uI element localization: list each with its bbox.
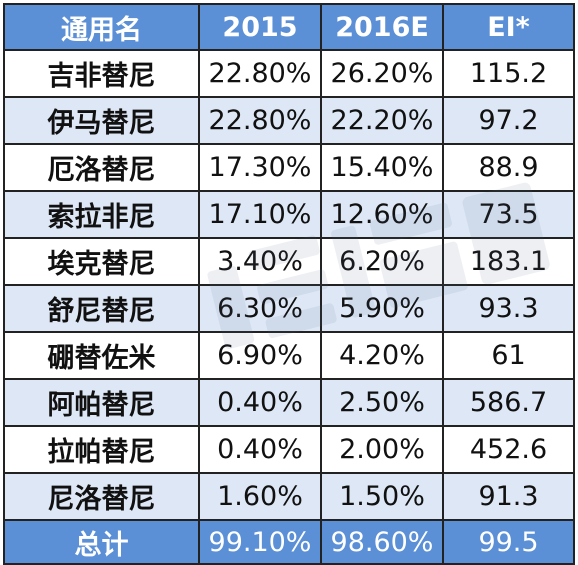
header-2015: 2015	[198, 3, 322, 51]
share-2015-cell: 17.30%	[198, 143, 322, 192]
drug-name-cell: 舒尼替尼	[3, 284, 200, 333]
drug-name-cell: 索拉非尼	[3, 190, 200, 239]
header-2016e: 2016E	[320, 3, 444, 51]
drug-name-cell: 硼替佐米	[3, 331, 200, 380]
share-2016e-cell: 12.60%	[320, 190, 444, 239]
drug-name-cell: 吉非替尼	[3, 49, 200, 98]
share-2016e-cell: 22.20%	[320, 96, 444, 145]
share-2015-cell: 6.30%	[198, 284, 322, 333]
total-row: 总计 99.10% 98.60% 99.5	[3, 519, 575, 565]
drug-name-cell: 阿帕替尼	[3, 378, 200, 427]
share-2015-cell: 6.90%	[198, 331, 322, 380]
total-2015-cell: 99.10%	[198, 519, 322, 565]
header-generic-name: 通用名	[3, 3, 200, 51]
share-2016e-cell: 5.90%	[320, 284, 444, 333]
share-2016e-cell: 2.00%	[320, 425, 444, 474]
table-row: 吉非替尼 22.80% 26.20% 115.2	[3, 49, 575, 98]
share-2015-cell: 22.80%	[198, 96, 322, 145]
total-2016e-cell: 98.60%	[320, 519, 444, 565]
share-2015-cell: 0.40%	[198, 425, 322, 474]
drug-name-cell: 拉帕替尼	[3, 425, 200, 474]
total-label-cell: 总计	[3, 519, 200, 565]
table-row: 埃克替尼 3.40% 6.20% 183.1	[3, 237, 575, 286]
table-row: 舒尼替尼 6.30% 5.90% 93.3	[3, 284, 575, 333]
table-row: 尼洛替尼 1.60% 1.50% 91.3	[3, 472, 575, 521]
table-row: 伊马替尼 22.80% 22.20% 97.2	[3, 96, 575, 145]
table-row: 厄洛替尼 17.30% 15.40% 88.9	[3, 143, 575, 192]
share-2015-cell: 3.40%	[198, 237, 322, 286]
share-2016e-cell: 6.20%	[320, 237, 444, 286]
share-2016e-cell: 2.50%	[320, 378, 444, 427]
ei-cell: 93.3	[442, 284, 575, 333]
drug-name-cell: 伊马替尼	[3, 96, 200, 145]
share-2016e-cell: 4.20%	[320, 331, 444, 380]
share-2015-cell: 22.80%	[198, 49, 322, 98]
ei-cell: 91.3	[442, 472, 575, 521]
table-row: 拉帕替尼 0.40% 2.00% 452.6	[3, 425, 575, 474]
header-row: 通用名 2015 2016E EI*	[3, 3, 575, 51]
share-2015-cell: 0.40%	[198, 378, 322, 427]
ei-cell: 452.6	[442, 425, 575, 474]
share-2016e-cell: 26.20%	[320, 49, 444, 98]
data-table: 通用名 2015 2016E EI* 吉非替尼 22.80% 26.20% 11…	[3, 3, 575, 565]
total-ei-cell: 99.5	[442, 519, 575, 565]
table-row: 索拉非尼 17.10% 12.60% 73.5	[3, 190, 575, 239]
share-2015-cell: 1.60%	[198, 472, 322, 521]
drug-name-cell: 厄洛替尼	[3, 143, 200, 192]
share-2016e-cell: 15.40%	[320, 143, 444, 192]
ei-cell: 88.9	[442, 143, 575, 192]
ei-cell: 97.2	[442, 96, 575, 145]
table-row: 阿帕替尼 0.40% 2.50% 586.7	[3, 378, 575, 427]
ei-cell: 73.5	[442, 190, 575, 239]
drug-name-cell: 尼洛替尼	[3, 472, 200, 521]
header-ei: EI*	[442, 3, 575, 51]
share-2015-cell: 17.10%	[198, 190, 322, 239]
ei-cell: 115.2	[442, 49, 575, 98]
share-2016e-cell: 1.50%	[320, 472, 444, 521]
ei-cell: 586.7	[442, 378, 575, 427]
table-row: 硼替佐米 6.90% 4.20% 61	[3, 331, 575, 380]
ei-cell: 61	[442, 331, 575, 380]
drug-name-cell: 埃克替尼	[3, 237, 200, 286]
ei-cell: 183.1	[442, 237, 575, 286]
